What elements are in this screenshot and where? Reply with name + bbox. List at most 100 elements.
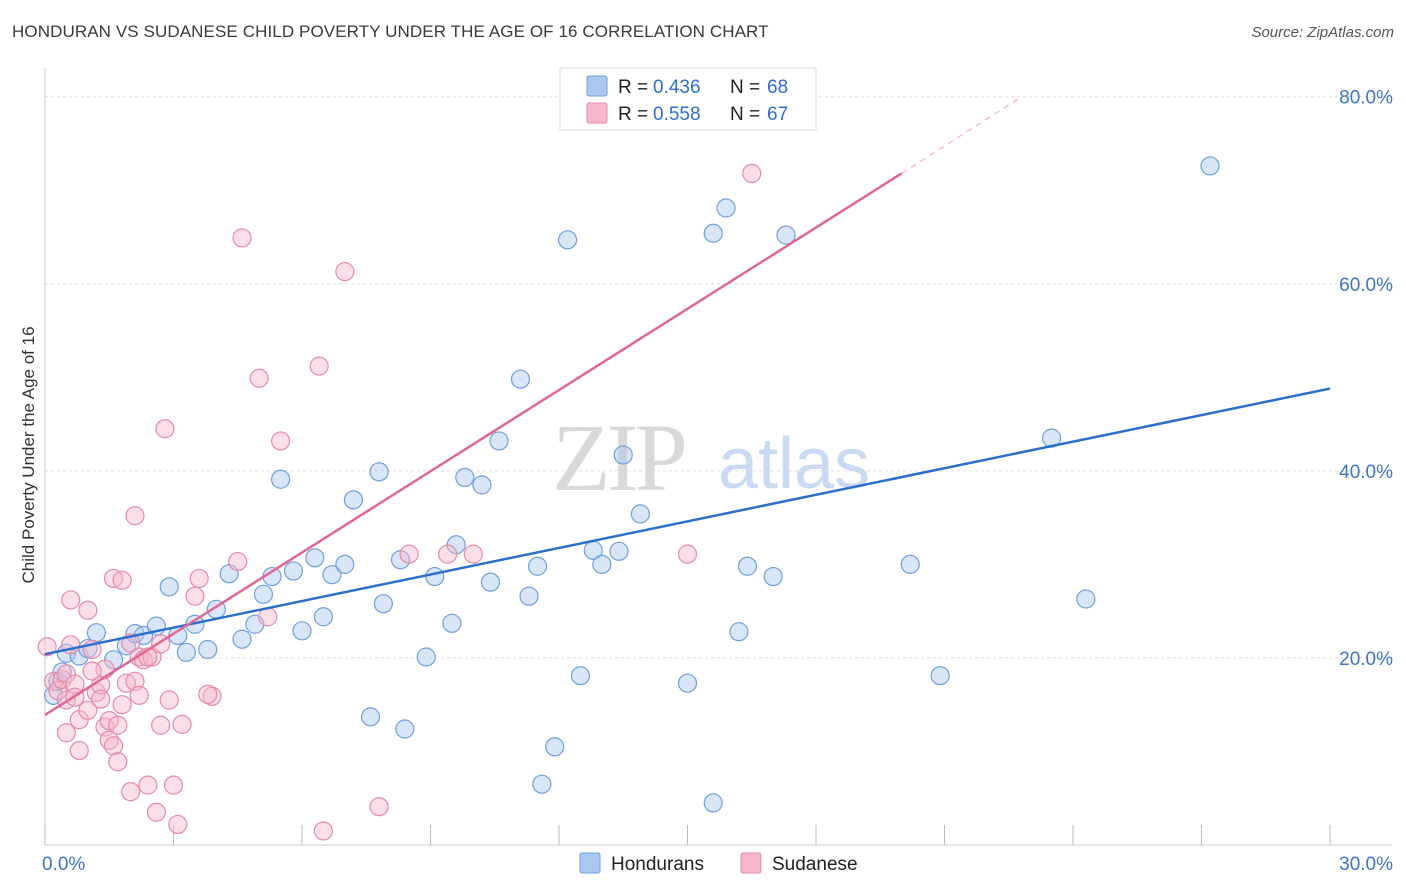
honduran-trend-line	[44, 387, 1331, 656]
legend-r-value-sudanese: 0.558	[653, 104, 701, 125]
honduran-point-16	[198, 639, 218, 660]
honduran-point-62	[763, 566, 783, 587]
sudanese-point-60	[463, 544, 483, 564]
bottom-legend-swatch-sudanese	[740, 852, 762, 874]
legend-r-label-hondurans: R =	[618, 77, 648, 98]
sudanese-point-61	[677, 544, 698, 564]
honduran-point-30	[343, 490, 363, 510]
honduran-point-12	[159, 577, 179, 597]
sudanese-point-28	[112, 695, 132, 715]
sudanese-point-62	[742, 163, 762, 184]
honduran-point-21	[253, 584, 274, 604]
sudanese-point-26	[108, 715, 128, 735]
sudanese-point-54	[270, 431, 291, 451]
legend-r-label-sudanese: R =	[618, 104, 648, 125]
honduran-point-50	[570, 666, 591, 686]
sudanese-point-37	[138, 775, 158, 795]
honduran-point-19	[232, 629, 252, 649]
honduran-point-33	[373, 594, 393, 614]
sudanese-point-51	[232, 228, 252, 248]
honduran-point-45	[519, 586, 539, 606]
honduran-point-28	[322, 565, 342, 585]
sudanese-point-41	[151, 715, 171, 735]
sudanese-point-14	[78, 700, 98, 720]
watermark-zip: ZIP	[552, 404, 685, 511]
sudanese-point-52	[249, 368, 269, 388]
honduran-point-37	[425, 566, 445, 587]
sudanese-point-13	[78, 600, 98, 620]
sudanese-point-11	[69, 740, 89, 761]
bottom-legend: Hondurans Sudanese	[579, 852, 858, 875]
honduran-point-14	[176, 642, 196, 662]
honduran-point-67	[1076, 589, 1096, 609]
sudanese-point-56	[313, 821, 334, 841]
labels-layer: 20.0% 40.0% 60.0% 80.0% 0.0% 30.0%	[42, 88, 1393, 875]
sudanese-point-64	[82, 661, 102, 681]
sudanese-point-48	[189, 568, 209, 589]
sudanese-point-47	[185, 586, 205, 606]
watermark: ZIP atlas	[552, 404, 870, 511]
sudanese-point-35	[129, 685, 149, 705]
watermark-atlas: atlas	[718, 424, 870, 504]
sudanese-point-39	[146, 802, 166, 822]
sudanese-point-31	[121, 782, 141, 802]
honduran-point-24	[283, 561, 304, 581]
sudanese-point-6	[56, 723, 77, 743]
x-tick-label-0: 0.0%	[42, 854, 85, 875]
honduran-point-64	[900, 554, 920, 574]
legend-swatch-sudanese	[586, 102, 608, 124]
sudanese-point-66	[438, 544, 458, 564]
sudanese-point-23	[103, 736, 124, 756]
honduran-point-65	[930, 666, 950, 686]
chart-title: HONDURAN VS SUDANESE CHILD POVERTY UNDER…	[12, 22, 769, 41]
sudanese-point-58	[369, 797, 389, 817]
honduran-point-32	[369, 462, 389, 482]
sudanese-point-18	[91, 689, 111, 709]
points-layer	[37, 156, 1220, 841]
sudanese-point-44	[163, 775, 184, 795]
legend-n-label-hondurans: N =	[730, 77, 760, 98]
honduran-point-44	[510, 369, 531, 389]
honduran-point-63	[776, 225, 796, 245]
honduran-point-40	[455, 467, 475, 488]
sudanese-point-0	[37, 637, 57, 657]
honduran-point-26	[305, 548, 325, 568]
sudanese-point-9	[65, 674, 85, 694]
honduran-point-35	[395, 719, 415, 739]
honduran-point-58	[703, 223, 723, 243]
honduran-point-47	[532, 774, 552, 794]
honduran-point-54	[613, 445, 633, 465]
grid-layer	[45, 96, 1392, 659]
honduran-point-56	[677, 673, 698, 693]
legend-n-value-hondurans: 68	[767, 77, 788, 98]
sudanese-point-43	[159, 690, 179, 710]
honduran-point-25	[292, 621, 312, 641]
legend-n-value-sudanese: 67	[767, 104, 788, 125]
honduran-point-29	[335, 554, 355, 574]
legend-n-label-sudanese: N =	[730, 104, 760, 125]
honduran-point-53	[609, 541, 629, 561]
y-tick-label-80: 80.0%	[1339, 88, 1393, 109]
y-axis-title: Child Poverty Under the Age of 16	[19, 326, 38, 583]
sudanese-point-46	[172, 714, 192, 734]
sudanese-point-27	[112, 570, 132, 590]
honduran-point-48	[545, 737, 565, 757]
axis-layer	[44, 68, 1392, 846]
honduran-point-68	[1200, 156, 1220, 176]
honduran-point-60	[729, 622, 749, 642]
honduran-point-61	[737, 556, 758, 576]
legend-swatch-hondurans	[586, 75, 608, 97]
legend-r-value-hondurans: 0.436	[653, 77, 701, 98]
sudanese-point-8	[61, 590, 81, 610]
honduran-point-46	[527, 556, 548, 576]
honduran-point-36	[416, 647, 436, 667]
sudanese-point-42	[155, 419, 175, 439]
honduran-point-27	[313, 607, 334, 627]
top-legend: R = 0.436 N = 68 R = 0.558 N = 67	[559, 67, 817, 131]
y-tick-label-60: 60.0%	[1339, 275, 1393, 296]
sudanese-point-50	[228, 551, 248, 572]
y-tick-label-40: 40.0%	[1339, 462, 1393, 483]
sudanese-point-55	[309, 356, 329, 376]
sudanese-point-25	[108, 752, 128, 772]
honduran-point-55	[630, 504, 650, 524]
